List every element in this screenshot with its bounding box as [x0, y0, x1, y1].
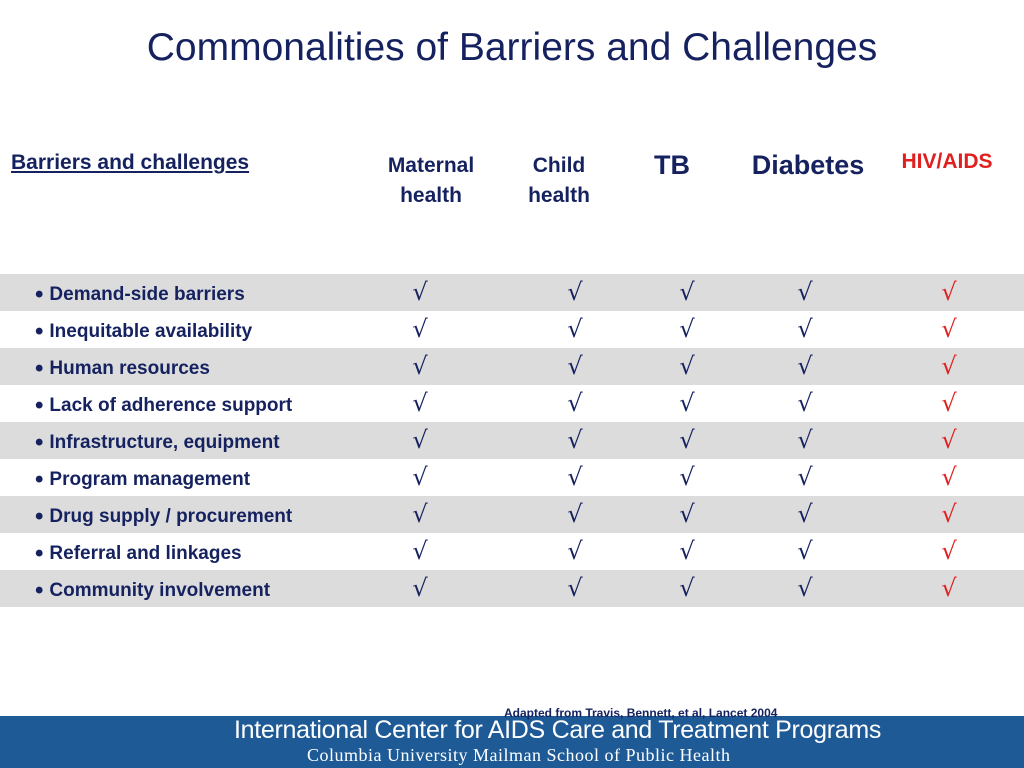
- checkmark-icon-maternal: √: [412, 500, 428, 528]
- checkmark-icon-tb: √: [679, 426, 695, 454]
- checkmark-icon-tb: √: [679, 537, 695, 565]
- checkmark-icon-child: √: [567, 537, 583, 565]
- checkmark-icon-diabetes: √: [797, 426, 813, 454]
- checkmark-icon-maternal: √: [412, 389, 428, 417]
- row-label-text: Inequitable availability: [49, 321, 253, 342]
- bullet-icon: •: [35, 540, 44, 567]
- row-label-text: Infrastructure, equipment: [49, 432, 280, 453]
- checkmark-icon-tb: √: [679, 278, 695, 306]
- row-label: • Inequitable availability: [35, 311, 252, 348]
- checkmark-icon-tb: √: [679, 500, 695, 528]
- footer-banner: [0, 716, 1024, 768]
- checkmark-icon-maternal: √: [412, 574, 428, 602]
- column-header-barriers: Barriers and challenges: [11, 151, 250, 174]
- column-header-maternal-health: Maternal health: [371, 151, 491, 211]
- checkmark-icon-hiv: √: [941, 463, 957, 491]
- footer-organization: International Center for AIDS Care and T…: [234, 716, 882, 744]
- checkmark-icon-tb: √: [679, 574, 695, 602]
- column-header-diabetes: Diabetes: [751, 150, 865, 180]
- table-row: • Community involvement √ √ √ √ √: [0, 570, 1024, 607]
- table-row: • Lack of adherence support √ √ √ √ √: [0, 385, 1024, 422]
- bullet-icon: •: [35, 392, 44, 419]
- bullet-icon: •: [35, 577, 44, 604]
- checkmark-icon-diabetes: √: [797, 278, 813, 306]
- checkmark-icon-diabetes: √: [797, 500, 813, 528]
- column-header-hiv-aids: HIV/AIDS: [901, 150, 993, 173]
- row-label: • Program management: [35, 459, 250, 496]
- checkmark-icon-diabetes: √: [797, 463, 813, 491]
- table-row: • Inequitable availability √ √ √ √ √: [0, 311, 1024, 348]
- slide-title: Commonalities of Barriers and Challenges: [146, 26, 878, 69]
- column-header-maternal-line2: health: [400, 184, 462, 207]
- column-header-child-health: Child health: [506, 151, 612, 211]
- bullet-icon: •: [35, 355, 44, 382]
- checkmark-icon-child: √: [567, 426, 583, 454]
- bullet-icon: •: [35, 503, 44, 530]
- checkmark-icon-maternal: √: [412, 463, 428, 491]
- checkmark-icon-hiv: √: [941, 278, 957, 306]
- checkmark-icon-tb: √: [679, 315, 695, 343]
- row-label: • Human resources: [35, 348, 210, 385]
- table-row: • Drug supply / procurement √ √ √ √ √: [0, 496, 1024, 533]
- checkmark-icon-hiv: √: [941, 537, 957, 565]
- checkmark-icon-tb: √: [679, 352, 695, 380]
- checkmark-icon-diabetes: √: [797, 574, 813, 602]
- row-label-text: Demand-side barriers: [49, 284, 245, 305]
- checkmark-icon-tb: √: [679, 463, 695, 491]
- checkmark-icon-hiv: √: [941, 574, 957, 602]
- row-label: • Lack of adherence support: [35, 385, 292, 422]
- checkmark-icon-hiv: √: [941, 352, 957, 380]
- row-label-text: Referral and linkages: [49, 543, 242, 564]
- row-label-text: Community involvement: [49, 580, 271, 601]
- bullet-icon: •: [35, 318, 44, 345]
- row-label-text: Lack of adherence support: [49, 395, 293, 416]
- bullet-icon: •: [35, 281, 44, 308]
- checkmark-icon-hiv: √: [941, 389, 957, 417]
- footer-university: Columbia University Mailman School of Pu…: [307, 745, 731, 765]
- bullet-icon: •: [35, 466, 44, 493]
- row-label: • Community involvement: [35, 570, 270, 607]
- table-row: • Demand-side barriers √ √ √ √ √: [0, 274, 1024, 311]
- checkmark-icon-diabetes: √: [797, 315, 813, 343]
- checkmark-icon-maternal: √: [412, 426, 428, 454]
- checkmark-icon-child: √: [567, 389, 583, 417]
- checkmark-icon-hiv: √: [941, 426, 957, 454]
- checkmark-icon-hiv: √: [941, 500, 957, 528]
- table-row: • Program management √ √ √ √ √: [0, 459, 1024, 496]
- checkmark-icon-child: √: [567, 463, 583, 491]
- row-label-text: Drug supply / procurement: [49, 506, 293, 527]
- checkmark-icon-diabetes: √: [797, 352, 813, 380]
- citation: Adapted from Travis, Bennett, et al, Lan…: [504, 706, 778, 720]
- row-label: • Infrastructure, equipment: [35, 422, 280, 459]
- checkmark-icon-maternal: √: [412, 352, 428, 380]
- checkmark-icon-tb: √: [679, 389, 695, 417]
- checkmark-icon-child: √: [567, 315, 583, 343]
- table-row: • Referral and linkages √ √ √ √ √: [0, 533, 1024, 570]
- checkmark-icon-child: √: [567, 352, 583, 380]
- table-row: • Infrastructure, equipment √ √ √ √ √: [0, 422, 1024, 459]
- row-label: • Referral and linkages: [35, 533, 242, 570]
- checkmark-icon-diabetes: √: [797, 389, 813, 417]
- row-label-text: Human resources: [49, 358, 210, 379]
- checkmark-icon-diabetes: √: [797, 537, 813, 565]
- table-row: • Human resources √ √ √ √ √: [0, 348, 1024, 385]
- column-header-child-line2: health: [528, 184, 590, 207]
- checkmark-icon-hiv: √: [941, 315, 957, 343]
- row-label: • Demand-side barriers: [35, 274, 245, 311]
- column-header-maternal-line1: Maternal: [387, 154, 475, 177]
- row-label-text: Program management: [49, 469, 251, 490]
- checkmark-icon-maternal: √: [412, 278, 428, 306]
- checkmark-icon-child: √: [567, 574, 583, 602]
- column-header-child-line1: Child: [532, 154, 586, 177]
- checkmark-icon-child: √: [567, 278, 583, 306]
- row-label: • Drug supply / procurement: [35, 496, 292, 533]
- checkmark-icon-child: √: [567, 500, 583, 528]
- bullet-icon: •: [35, 429, 44, 456]
- column-header-tb: TB: [654, 150, 690, 180]
- checkmark-icon-maternal: √: [412, 315, 428, 343]
- checkmark-icon-maternal: √: [412, 537, 428, 565]
